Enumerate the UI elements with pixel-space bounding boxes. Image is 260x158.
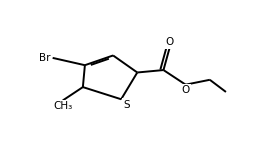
Text: O: O <box>181 85 190 95</box>
Text: S: S <box>124 100 130 110</box>
Text: Br: Br <box>39 53 51 63</box>
Text: O: O <box>165 37 174 47</box>
Text: CH₃: CH₃ <box>53 101 72 111</box>
